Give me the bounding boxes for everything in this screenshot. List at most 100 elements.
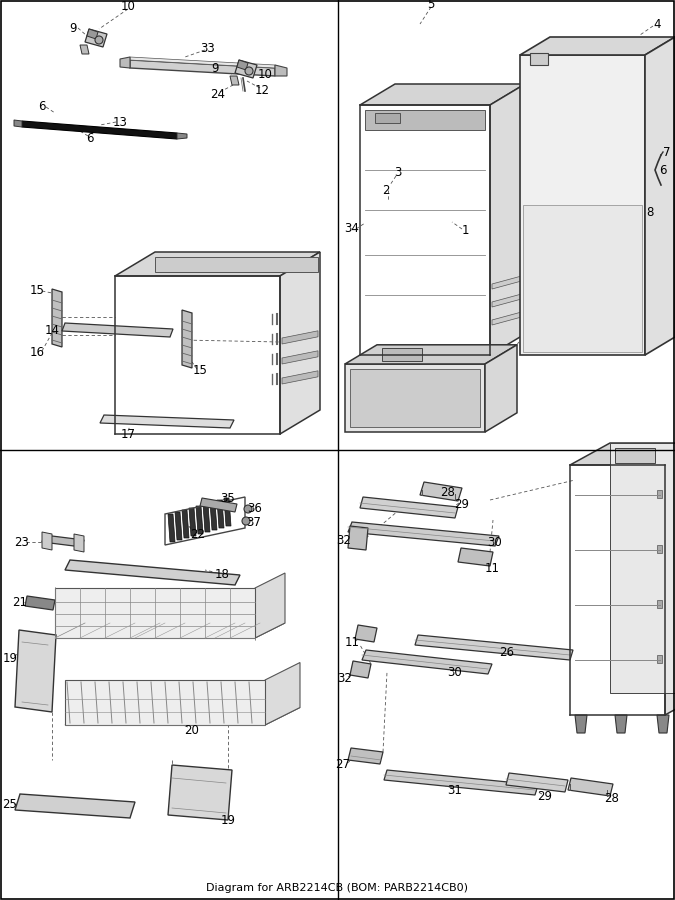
- Polygon shape: [485, 345, 517, 432]
- Polygon shape: [237, 60, 248, 70]
- Text: 1: 1: [461, 223, 468, 237]
- Polygon shape: [362, 650, 492, 674]
- Polygon shape: [182, 310, 192, 368]
- Polygon shape: [55, 588, 255, 638]
- Text: 31: 31: [448, 784, 462, 796]
- Polygon shape: [189, 508, 196, 536]
- Polygon shape: [665, 443, 675, 715]
- Polygon shape: [645, 37, 675, 355]
- Polygon shape: [255, 573, 285, 638]
- Text: 4: 4: [653, 19, 661, 32]
- Text: 6: 6: [38, 101, 46, 113]
- Circle shape: [245, 67, 253, 75]
- Polygon shape: [575, 715, 587, 733]
- Polygon shape: [14, 120, 22, 127]
- Polygon shape: [282, 371, 318, 384]
- Text: 3: 3: [394, 166, 402, 179]
- Polygon shape: [384, 770, 538, 795]
- Polygon shape: [65, 680, 265, 725]
- Polygon shape: [155, 257, 318, 272]
- Text: 19: 19: [3, 652, 18, 664]
- Polygon shape: [657, 545, 662, 553]
- Polygon shape: [15, 630, 56, 712]
- Polygon shape: [415, 635, 573, 660]
- Text: 24: 24: [211, 88, 225, 102]
- Polygon shape: [15, 794, 135, 818]
- Text: 15: 15: [192, 364, 207, 376]
- Text: 21: 21: [13, 596, 28, 608]
- Polygon shape: [130, 57, 275, 68]
- Polygon shape: [657, 715, 669, 733]
- Polygon shape: [360, 84, 525, 105]
- Polygon shape: [520, 55, 645, 355]
- Text: 19: 19: [221, 814, 236, 826]
- Circle shape: [244, 505, 252, 513]
- Text: 7: 7: [664, 146, 671, 158]
- Text: 5: 5: [427, 0, 435, 11]
- Polygon shape: [570, 443, 675, 465]
- Polygon shape: [382, 347, 422, 361]
- Polygon shape: [115, 252, 320, 276]
- Text: 30: 30: [448, 665, 462, 679]
- Polygon shape: [492, 275, 523, 289]
- Text: 28: 28: [605, 791, 620, 805]
- Polygon shape: [120, 57, 130, 68]
- Text: 26: 26: [500, 645, 514, 659]
- Polygon shape: [265, 662, 300, 725]
- Polygon shape: [100, 415, 234, 428]
- Text: 15: 15: [30, 284, 45, 296]
- Text: 29: 29: [454, 498, 470, 510]
- Polygon shape: [490, 84, 525, 355]
- Polygon shape: [42, 532, 52, 550]
- Text: 32: 32: [337, 534, 352, 546]
- Polygon shape: [615, 448, 655, 463]
- Text: 12: 12: [254, 85, 269, 97]
- Text: 36: 36: [248, 501, 263, 515]
- Polygon shape: [52, 289, 62, 347]
- Polygon shape: [657, 490, 662, 498]
- Polygon shape: [282, 331, 318, 344]
- Text: 22: 22: [190, 528, 205, 542]
- Text: 32: 32: [338, 671, 352, 685]
- Polygon shape: [610, 443, 675, 693]
- Text: 17: 17: [121, 428, 136, 440]
- Polygon shape: [22, 121, 177, 139]
- Circle shape: [242, 517, 250, 525]
- Polygon shape: [200, 498, 237, 512]
- Polygon shape: [568, 778, 613, 796]
- Text: 25: 25: [3, 798, 18, 812]
- Text: 10: 10: [121, 1, 136, 13]
- Polygon shape: [210, 502, 217, 530]
- Polygon shape: [87, 29, 98, 39]
- Polygon shape: [65, 707, 300, 725]
- Text: 8: 8: [646, 205, 653, 219]
- Text: 10: 10: [258, 68, 273, 80]
- Text: 14: 14: [45, 325, 59, 338]
- Text: 27: 27: [335, 758, 350, 770]
- Text: 9: 9: [70, 22, 77, 34]
- Polygon shape: [65, 560, 240, 585]
- Polygon shape: [168, 765, 232, 820]
- Polygon shape: [657, 655, 662, 663]
- Polygon shape: [350, 369, 480, 427]
- Polygon shape: [350, 661, 371, 678]
- Text: 30: 30: [487, 536, 502, 548]
- Polygon shape: [130, 60, 275, 76]
- Polygon shape: [420, 482, 462, 501]
- Polygon shape: [203, 504, 210, 532]
- Polygon shape: [175, 512, 182, 540]
- Polygon shape: [348, 748, 383, 764]
- Polygon shape: [25, 596, 55, 610]
- Polygon shape: [657, 600, 662, 608]
- Text: 33: 33: [200, 42, 215, 56]
- Polygon shape: [196, 506, 203, 534]
- Text: 20: 20: [184, 724, 199, 736]
- Text: 28: 28: [441, 487, 456, 500]
- Polygon shape: [217, 500, 224, 528]
- Text: 9: 9: [211, 61, 219, 75]
- Text: 23: 23: [15, 536, 30, 548]
- Text: 6: 6: [659, 164, 667, 176]
- Polygon shape: [42, 535, 84, 547]
- Text: 29: 29: [537, 789, 553, 803]
- Polygon shape: [345, 345, 517, 364]
